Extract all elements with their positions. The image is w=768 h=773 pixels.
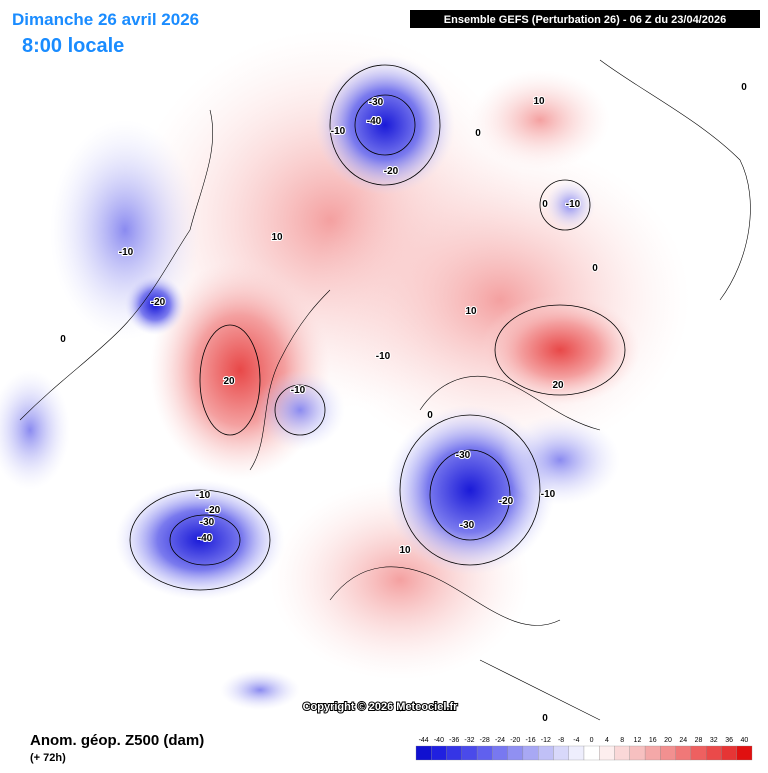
legend-swatch (675, 745, 692, 761)
lead-time: (+ 72h) (30, 752, 66, 764)
contour-label: -40 (198, 533, 213, 544)
legend-label: 40 (740, 737, 748, 744)
legend-swatch (660, 745, 676, 761)
contour-label: 0 (60, 334, 66, 345)
contour-label: -30 (200, 517, 215, 528)
legend-swatch (431, 745, 447, 761)
legend-label: 16 (649, 737, 657, 744)
contour-label: -30 (369, 97, 384, 108)
legend-label: 4 (605, 737, 609, 744)
variable: Anom. géop. Z500 (dam) (30, 732, 204, 749)
contour-label: 0 (542, 713, 548, 724)
legend-label: 20 (664, 737, 672, 744)
contour-label: -10 (291, 385, 306, 396)
contour-label: 20 (223, 376, 235, 387)
contour-label: -20 (151, 297, 166, 308)
legend-swatch (538, 745, 554, 761)
legend-swatch (706, 745, 722, 761)
contour-label: 10 (271, 232, 283, 243)
legend-label: 0 (590, 737, 594, 744)
legend-label: 36 (725, 737, 733, 744)
contour-label: 0 (427, 410, 433, 421)
legend-label: -20 (510, 737, 520, 744)
contour-label: 0 (592, 263, 598, 274)
contour-label: -10 (331, 126, 346, 137)
contour-label: -30 (456, 450, 471, 461)
legend-swatch (614, 745, 630, 761)
legend-label: -32 (464, 737, 474, 744)
contour-label: 10 (399, 545, 411, 556)
legend-label: -44 (419, 737, 429, 744)
contours (129, 64, 626, 591)
legend-label: 8 (620, 737, 624, 744)
legend-swatch (721, 745, 737, 761)
contour-label: -20 (384, 166, 399, 177)
legend-swatch (690, 745, 707, 761)
contour-label: -10 (541, 489, 556, 500)
legend-label: -40 (434, 737, 444, 744)
contour-label: -10 (566, 199, 581, 210)
legend-label: -12 (541, 737, 551, 744)
legend-swatch (736, 745, 753, 761)
contour-label: -20 (206, 505, 221, 516)
legend-label: 28 (695, 737, 703, 744)
contour-label: -30 (460, 520, 475, 531)
time: 8:00 locale (22, 35, 124, 57)
legend-swatch (568, 745, 585, 761)
legend-swatch (629, 745, 646, 761)
legend-swatch (644, 745, 661, 761)
contour-label: 20 (552, 380, 564, 391)
legend-label: -4 (573, 737, 579, 744)
legend-swatch (446, 745, 462, 761)
legend-swatch (583, 745, 600, 761)
contour-label: 10 (465, 306, 477, 317)
legend-label: -8 (558, 737, 564, 744)
legend-swatch (599, 745, 615, 761)
date: Dimanche 26 avril 2026 (12, 10, 199, 29)
legend-label: -36 (449, 737, 459, 744)
legend-label: 32 (710, 737, 718, 744)
legend-label: 24 (679, 737, 687, 744)
contour-label: -20 (499, 496, 514, 507)
contour-label: -10 (196, 490, 211, 501)
contour-label: -10 (119, 247, 134, 258)
contour-label: 0 (542, 199, 548, 210)
contour-label: 0 (741, 82, 747, 93)
legend-swatch (492, 745, 508, 761)
legend-swatch (461, 745, 478, 761)
legend-label: -16 (525, 737, 535, 744)
contour-label: -40 (367, 116, 382, 127)
legend-swatch (553, 745, 569, 761)
legend-swatch (415, 745, 432, 761)
copyright: Copyright © 2026 Meteociel.fr (303, 701, 459, 713)
legend-swatch (476, 745, 493, 761)
contour-label: 0 (475, 128, 481, 139)
legend-swatch (522, 745, 539, 761)
legend-label: -24 (495, 737, 505, 744)
anomaly-field (0, 30, 690, 710)
contour-label: 10 (533, 96, 545, 107)
legend-swatch (507, 745, 524, 761)
legend-label: -28 (480, 737, 490, 744)
coastlines (19, 59, 751, 721)
model-banner (410, 10, 760, 28)
model-info: Ensemble GEFS (Perturbation 26) - 06 Z d… (444, 14, 726, 26)
contour-label: -10 (376, 351, 391, 362)
legend-label: 12 (634, 737, 642, 744)
